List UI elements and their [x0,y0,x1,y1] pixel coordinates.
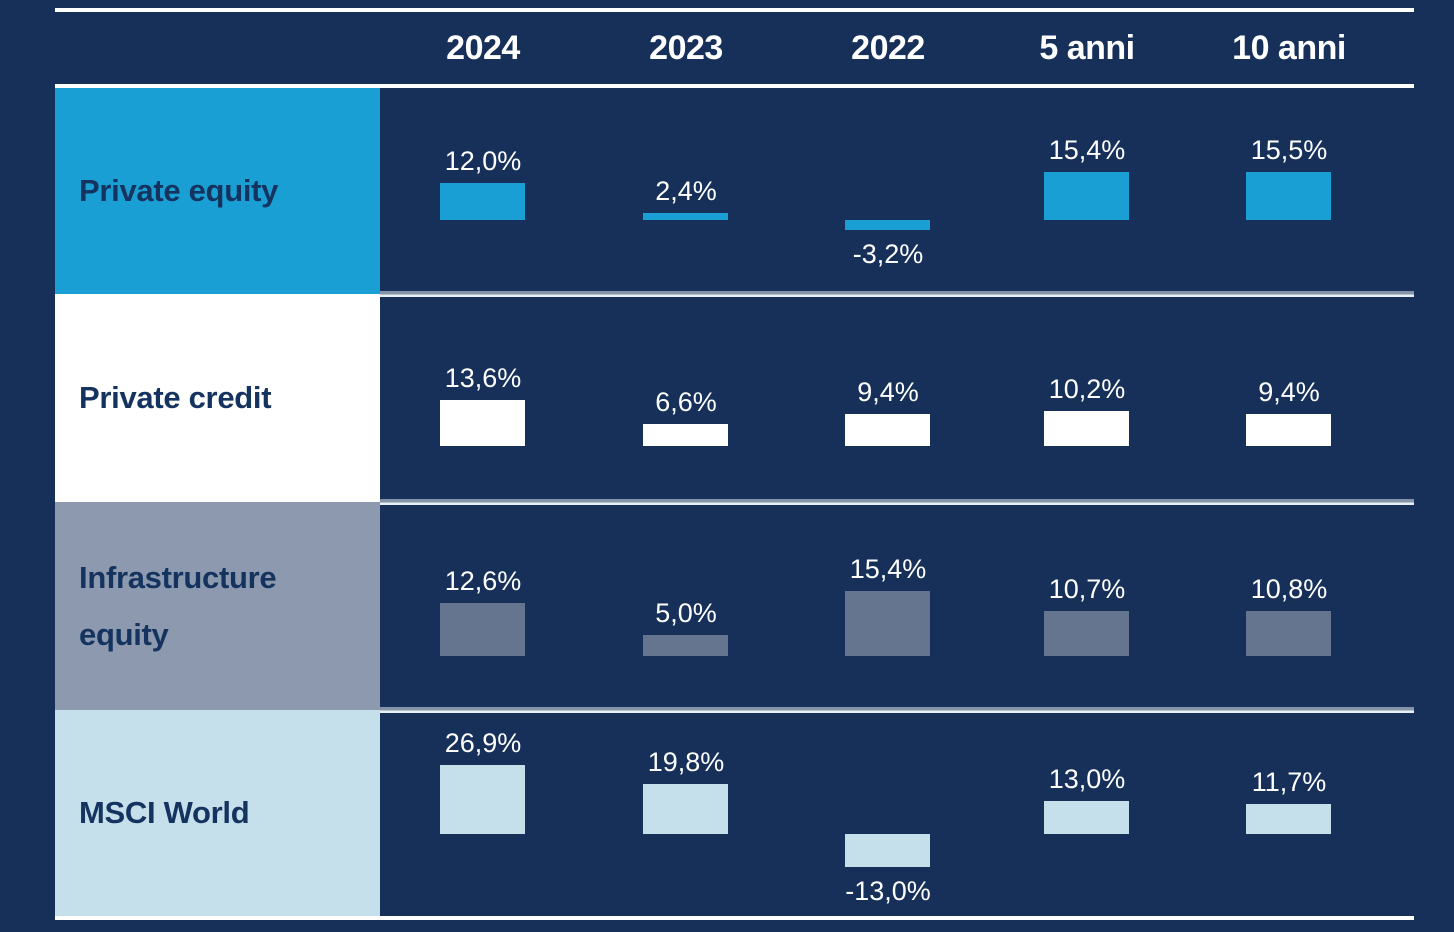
bar-infrastructure-equity-2022 [845,591,930,656]
column-header-10-anni: 10 anni [1232,29,1346,67]
row-divider-1 [380,291,1414,297]
bar-private-credit-10-anni [1246,414,1331,446]
value-label-infrastructure-equity-10-anni: 10,8% [1250,574,1328,604]
value-label-msci-world-5-anni: 13,0% [1048,764,1126,794]
bar-private-credit-2022 [845,414,930,446]
bar-msci-world-2024 [440,765,525,834]
value-label-private-equity-2022: -3,2% [852,239,924,269]
column-header-2022: 2022 [851,29,925,67]
value-label-private-credit-5-anni: 10,2% [1048,374,1126,404]
value-label-msci-world-2024: 26,9% [444,728,522,758]
bar-private-equity-2023 [643,213,728,220]
row-header-private-credit: Private credit [55,294,380,502]
row-header-private-equity: Private equity [55,88,380,294]
row-header-msci-world: MSCI World [55,710,380,916]
column-header-2023: 2023 [649,29,723,67]
value-label-infrastructure-equity-2023: 5,0% [655,598,717,628]
bar-private-equity-10-anni [1246,172,1331,220]
value-label-infrastructure-equity-2022: 15,4% [849,554,927,584]
row-header-infrastructure-equity: Infrastructure equity [55,502,380,710]
value-label-msci-world-10-anni: 11,7% [1251,767,1327,797]
column-header-5-anni: 5 anni [1039,29,1135,67]
bar-private-credit-2024 [440,400,525,446]
column-header-2024: 2024 [446,29,520,67]
bar-msci-world-2023 [643,784,728,834]
bar-msci-world-2022 [845,834,930,867]
row-divider-2 [380,499,1414,505]
value-label-private-credit-2022: 9,4% [857,377,919,407]
row-divider-3 [380,707,1414,713]
value-label-private-credit-2024: 13,6% [444,363,522,393]
value-label-private-credit-2023: 6,6% [655,387,717,417]
bar-msci-world-5-anni [1044,801,1129,834]
bar-msci-world-10-anni [1246,804,1331,834]
bar-infrastructure-equity-10-anni [1246,611,1331,656]
value-label-infrastructure-equity-5-anni: 10,7% [1048,574,1126,604]
table-bottom-border [55,916,1414,920]
bar-infrastructure-equity-5-anni [1044,611,1129,656]
table-top-border [55,8,1414,12]
value-label-private-equity-2023: 2,4% [655,176,717,206]
bar-private-equity-2024 [440,183,525,220]
value-label-private-credit-10-anni: 9,4% [1258,377,1320,407]
header-bottom-border [55,84,1414,88]
value-label-msci-world-2022: -13,0% [845,876,931,906]
bar-private-credit-5-anni [1044,411,1129,446]
value-label-private-equity-5-anni: 15,4% [1048,135,1126,165]
value-label-private-equity-2024: 12,0% [444,146,522,176]
bar-infrastructure-equity-2024 [440,603,525,656]
bar-private-credit-2023 [643,424,728,446]
bar-private-equity-5-anni [1044,172,1129,220]
value-label-infrastructure-equity-2024: 12,6% [444,566,522,596]
bar-infrastructure-equity-2023 [643,635,728,656]
value-label-msci-world-2023: 19,8% [647,747,725,777]
value-label-private-equity-10-anni: 15,5% [1250,135,1328,165]
bar-private-equity-2022 [845,220,930,230]
